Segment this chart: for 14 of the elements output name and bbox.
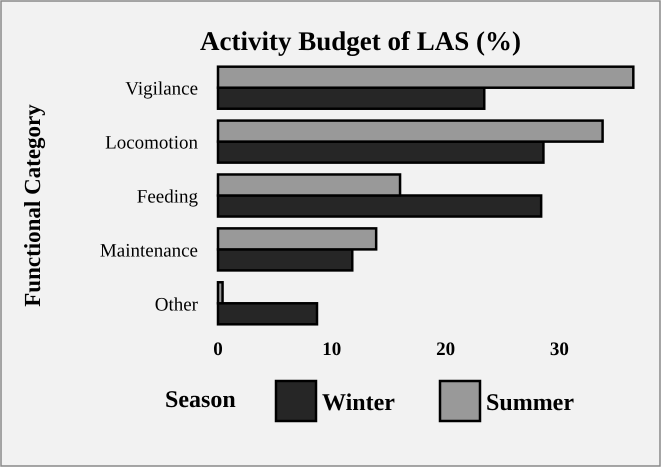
x-tick-label: 30 (550, 339, 569, 360)
y-axis-title: Functional Category (20, 104, 46, 307)
x-tick-label: 20 (436, 339, 456, 360)
y-tick-label: Vigilance (125, 78, 198, 100)
y-tick-label: Locomotion (105, 132, 198, 154)
x-tick-label: 10 (322, 339, 342, 360)
y-tick-label: Maintenance (100, 240, 198, 262)
legend-title: Season (165, 387, 236, 413)
y-tick-label: Feeding (136, 186, 198, 208)
x-tick-label: 0 (213, 339, 223, 360)
legend-label: Summer (486, 390, 574, 416)
legend-label: Winter (322, 390, 396, 416)
y-tick-label: Other (154, 294, 199, 316)
chart-title: Activity Budget of LAS (%) (200, 26, 521, 56)
